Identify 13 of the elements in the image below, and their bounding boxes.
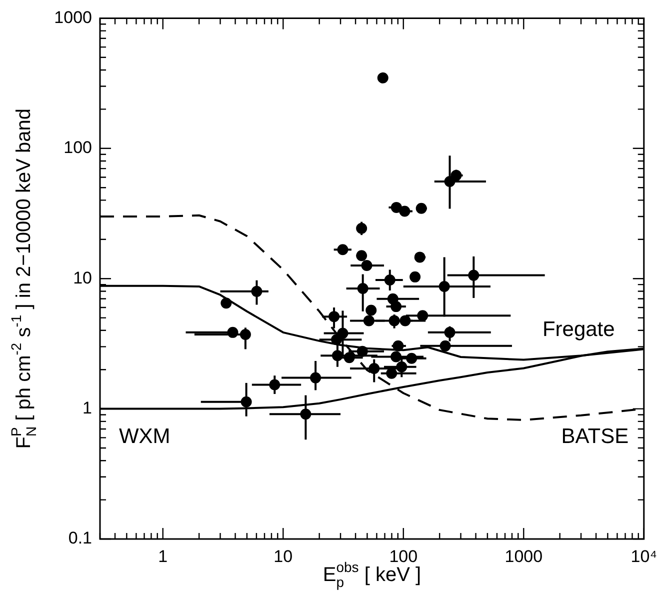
x-tick-label: 1000 xyxy=(504,546,543,566)
y-tick-label: 100 xyxy=(64,138,92,158)
annotation: BATSE xyxy=(561,424,629,448)
x-tick-label: 10⁴ xyxy=(630,546,657,566)
y-tick-label: 10 xyxy=(73,268,92,288)
y-tick-label: 1 xyxy=(82,398,92,418)
annotation: Fregate xyxy=(542,318,615,342)
y-tick-label: 1000 xyxy=(54,8,92,27)
y-tick-label: 0.1 xyxy=(68,528,92,548)
x-tick-label: 10 xyxy=(274,546,293,566)
x-tick-label: 1 xyxy=(158,546,168,566)
y-axis-title: FNP [ ph cm-2 s-1 ] in 2−10000 keV band xyxy=(8,108,39,449)
annotation: WXM xyxy=(118,424,170,448)
